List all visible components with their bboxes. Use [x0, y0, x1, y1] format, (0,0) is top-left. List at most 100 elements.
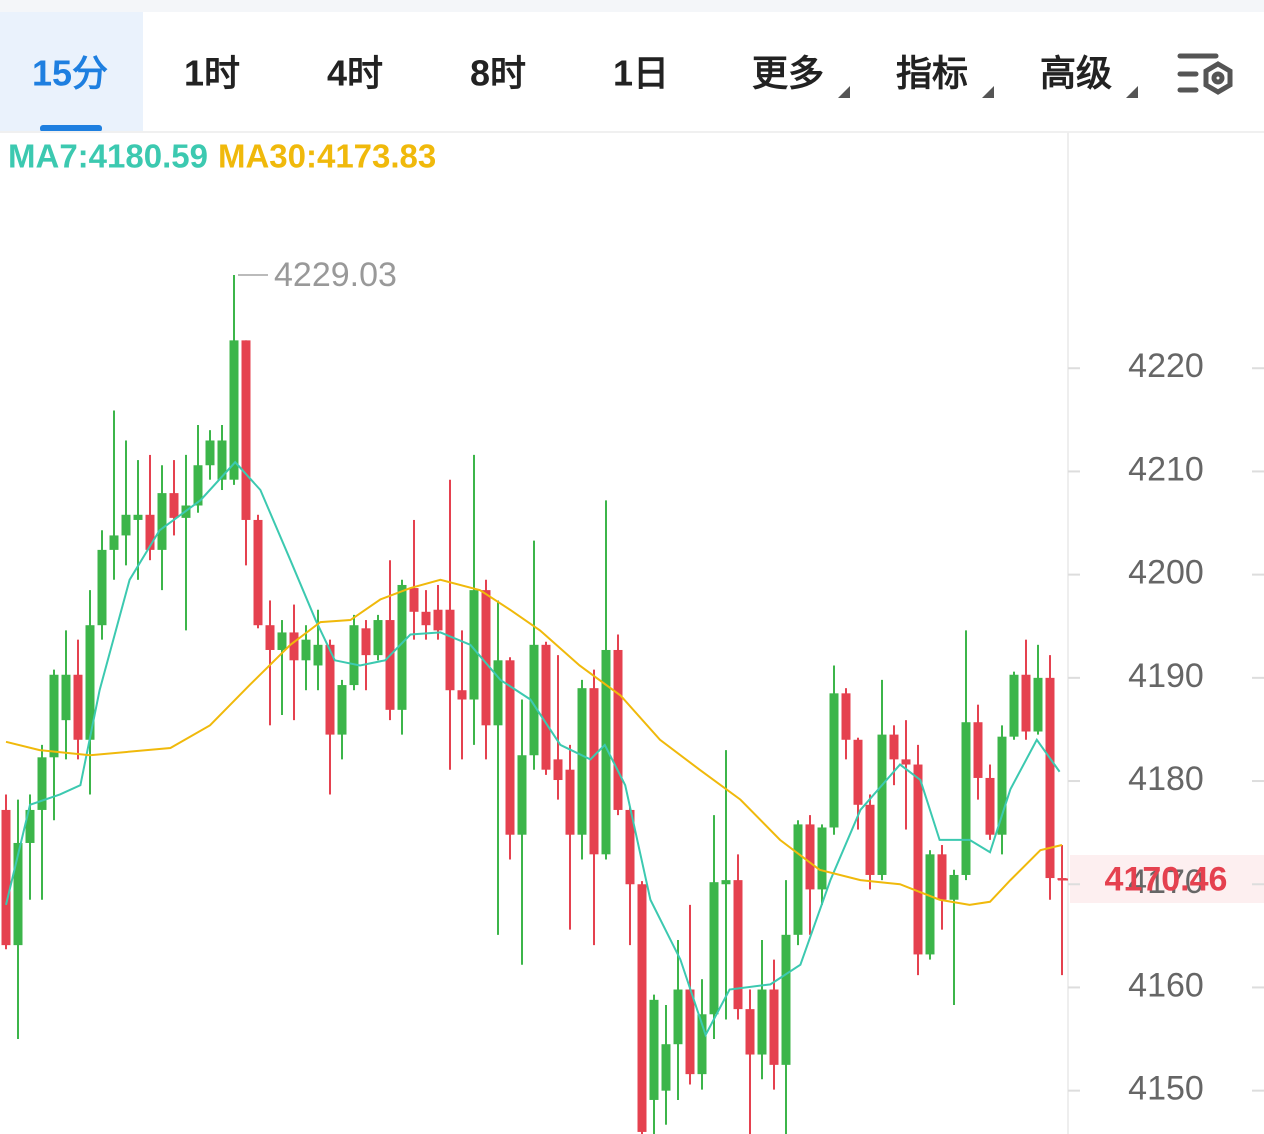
candle-body: [757, 989, 767, 1055]
candle-body: [241, 340, 251, 520]
candle-body: [1, 809, 11, 946]
candle-body: [589, 688, 599, 855]
candle-body: [397, 584, 407, 710]
candle-body: [625, 809, 635, 885]
candle-body: [385, 620, 395, 710]
candle-body: [445, 609, 455, 691]
candle-body: [109, 535, 119, 550]
candle-body: [709, 882, 719, 1015]
candle-body: [97, 549, 107, 626]
tab[interactable]: 15分: [32, 53, 108, 94]
candle-body: [205, 440, 215, 466]
y-tick-label: 4180: [1128, 760, 1204, 798]
candle-body: [685, 989, 695, 1075]
candle-body: [37, 757, 47, 810]
candle-body: [229, 340, 239, 480]
candle-body: [733, 880, 743, 1010]
y-tick-label: 4200: [1128, 554, 1204, 592]
tab[interactable]: 1时: [184, 53, 240, 94]
candle-body: [1009, 674, 1019, 737]
candle-body: [421, 611, 431, 626]
y-tick-label: 4150: [1128, 1070, 1204, 1108]
candle-body: [901, 759, 911, 765]
candle-body: [61, 674, 71, 721]
candle-body: [517, 755, 527, 835]
legend: MA7:4180.59 MA30:4173.83: [8, 138, 436, 175]
candle-body: [409, 588, 419, 612]
candle-body: [973, 722, 983, 778]
candle-body: [829, 693, 839, 828]
candle-body: [961, 722, 971, 875]
candle-body: [325, 644, 335, 735]
candle-body: [529, 644, 539, 756]
candle-body: [697, 1014, 707, 1075]
candle-body: [769, 989, 779, 1065]
candle-body: [781, 934, 791, 1065]
candle-body: [457, 690, 467, 700]
candle-body: [505, 660, 515, 835]
candle-body: [649, 999, 659, 1100]
tab[interactable]: 8时: [470, 53, 526, 94]
high-label: 4229.03: [274, 256, 397, 294]
candle-body: [337, 685, 347, 735]
candle-body: [661, 1044, 671, 1091]
tab[interactable]: 4时: [327, 53, 383, 94]
candle-body: [877, 734, 887, 875]
candle-body: [577, 688, 587, 835]
candle-body: [889, 734, 899, 760]
candle-body: [745, 1009, 755, 1055]
dropdown-arrow: [838, 86, 850, 98]
candle-body: [637, 884, 647, 1132]
dropdown-arrow: [1126, 86, 1138, 98]
candle-body: [805, 824, 815, 890]
candle-body: [793, 824, 803, 935]
legend-entry: MA30:4173.83: [218, 138, 436, 175]
candle-body: [313, 644, 323, 666]
current-price: 4170.46: [1105, 860, 1228, 898]
tab[interactable]: 高级: [1040, 53, 1112, 94]
price-tag-bg: [1070, 855, 1264, 903]
candle-body: [721, 880, 731, 885]
y-tick-label: 4210: [1128, 450, 1204, 488]
candle-body: [13, 842, 23, 946]
y-tick-label: 4220: [1128, 347, 1204, 385]
candle-body: [841, 693, 851, 740]
candle-body: [481, 590, 491, 726]
tab[interactable]: 指标: [896, 53, 968, 94]
candle-body: [73, 674, 83, 740]
candle-body: [277, 632, 287, 650]
candle-body: [1045, 677, 1055, 879]
ma-line: [5, 578, 1063, 906]
candle-body: [949, 874, 959, 900]
candle-body: [997, 736, 1007, 835]
candle-body: [865, 804, 875, 875]
candle-body: [25, 809, 35, 843]
tab[interactable]: 1日: [613, 53, 669, 94]
candle-body: [193, 465, 203, 506]
candle-body: [601, 649, 611, 855]
candle-body: [49, 674, 59, 758]
candle-body: [301, 639, 311, 661]
tab-underline: [40, 125, 102, 132]
plot: [1, 275, 1067, 1134]
candle-body: [253, 519, 263, 626]
y-tick-label: 4170: [1128, 863, 1204, 901]
candle-body: [433, 609, 443, 631]
settings-icon[interactable]: [1177, 53, 1233, 95]
candle-body: [1021, 674, 1031, 732]
selected-tab-bg: [0, 12, 143, 132]
candle-body: [1033, 677, 1043, 732]
candle-body: [937, 854, 947, 900]
candle-body: [361, 628, 371, 656]
status-strip: [0, 0, 1264, 12]
candle-body: [853, 739, 863, 805]
candle-body: [217, 440, 227, 480]
candle-body: [541, 644, 551, 770]
tab[interactable]: 更多: [752, 53, 824, 94]
ma-line: [5, 460, 1061, 1038]
candle-body: [553, 759, 563, 781]
candle-body: [673, 989, 683, 1045]
candle-body: [289, 632, 299, 661]
candle-body: [121, 514, 131, 536]
